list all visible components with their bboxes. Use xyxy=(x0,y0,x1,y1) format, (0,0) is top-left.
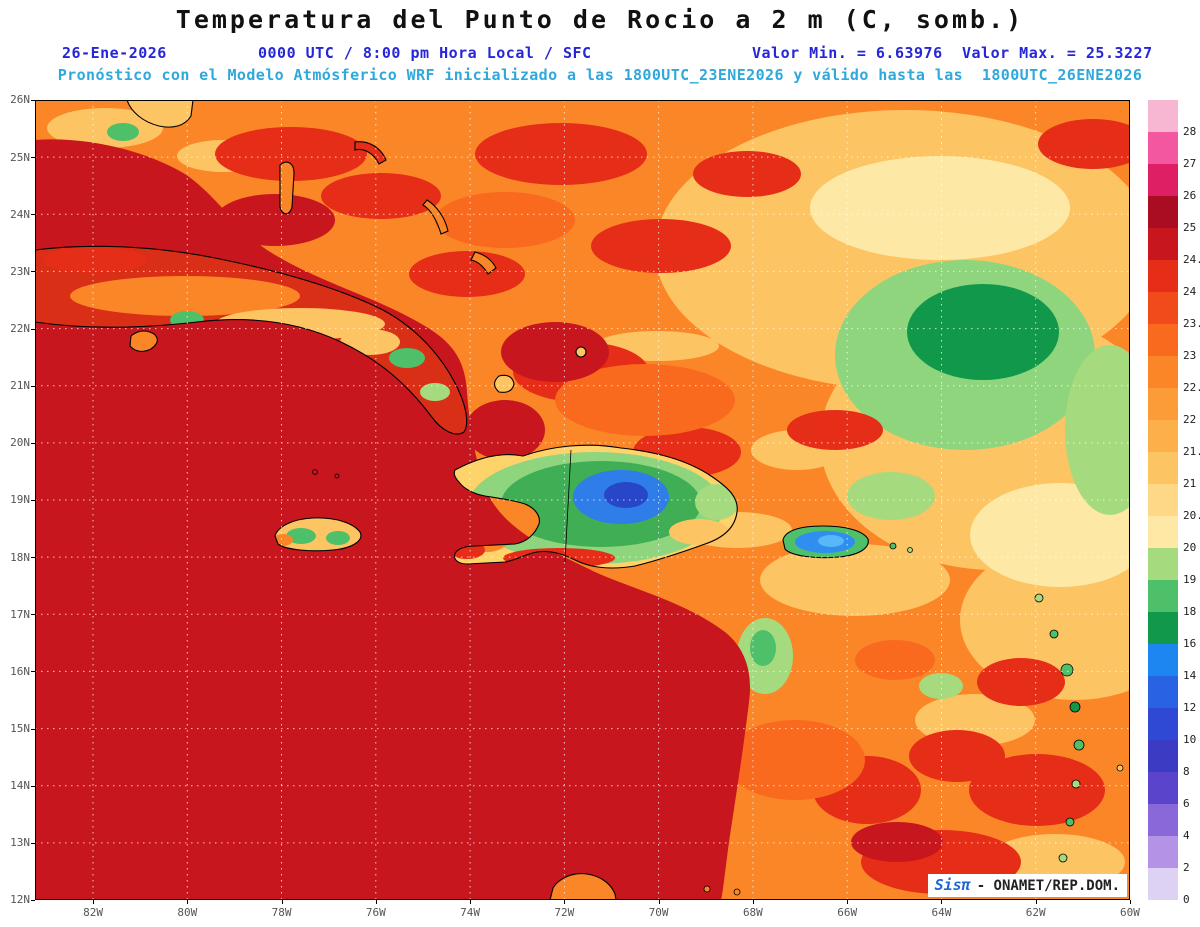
colorbar-tick-label: 20 xyxy=(1183,541,1197,554)
lat-label: 18N xyxy=(0,529,35,586)
colorbar-tick-label: 2 xyxy=(1183,861,1190,874)
min-value-label: Valor Min. = 6.63976 xyxy=(752,44,943,62)
colorbar-tick-label: 21 xyxy=(1183,477,1197,490)
lat-label: 23N xyxy=(0,243,35,300)
colorbar-tick-label: 22 xyxy=(1183,413,1197,426)
colorbar-tick-label: 26 xyxy=(1183,189,1197,202)
colorbar-tick-label: 18 xyxy=(1183,605,1197,618)
lon-label: 78W xyxy=(234,900,328,919)
lon-label: 62W xyxy=(989,900,1083,919)
colorbar-box xyxy=(1148,260,1178,292)
map-title: Temperatura del Punto de Rocio a 2 m (C,… xyxy=(175,5,1025,34)
colorbar-tick-label: 28 xyxy=(1183,125,1197,138)
watermark-brand: Sisπ xyxy=(934,876,971,894)
colorbar-tick-label: 16 xyxy=(1183,637,1197,650)
lat-label: 14N xyxy=(0,757,35,814)
lat-label: 13N xyxy=(0,814,35,871)
colorbar-tick-label: 24.5 xyxy=(1183,253,1200,266)
lat-label: 19N xyxy=(0,471,35,528)
colorbar-box xyxy=(1148,708,1178,740)
colorbar-tick-label: 4 xyxy=(1183,829,1190,842)
colorbar-box xyxy=(1148,132,1178,164)
colorbar-box xyxy=(1148,548,1178,580)
colorbar-tick-label: 12 xyxy=(1183,701,1197,714)
colorbar-box xyxy=(1148,356,1178,388)
colorbar-tick-label: 19 xyxy=(1183,573,1197,586)
lat-label: 24N xyxy=(0,186,35,243)
valid-time: 0000 UTC / 8:00 pm Hora Local / SFC xyxy=(258,44,592,62)
colorbar-box xyxy=(1148,868,1178,900)
watermark-text: - ONAMET/REP.DOM. xyxy=(976,878,1120,894)
colorbar-tick-label: 8 xyxy=(1183,765,1190,778)
colorbar-box xyxy=(1148,676,1178,708)
model-info-line: Pronóstico con el Modelo Atmósferico WRF… xyxy=(57,66,1143,84)
colorbar-box xyxy=(1148,644,1178,676)
colorbar-tick-label: 6 xyxy=(1183,797,1190,810)
lon-label: 82W xyxy=(46,900,140,919)
colorbar-box xyxy=(1148,836,1178,868)
watermark: Sisπ - ONAMET/REP.DOM. xyxy=(927,874,1127,897)
longitude-axis: 82W 80W 78W 76W 74W 72W 70W 68W 66W 64W … xyxy=(46,900,1177,919)
map-canvas: Sisπ - ONAMET/REP.DOM. xyxy=(34,99,1190,901)
colorbar-box xyxy=(1148,772,1178,804)
lat-label: 17N xyxy=(0,586,35,643)
colorbar-box xyxy=(1148,804,1178,836)
colorbar xyxy=(1148,100,1178,900)
colorbar-tick-label: 23 xyxy=(1183,349,1197,362)
colorbar-box xyxy=(1148,420,1178,452)
colorbar-box xyxy=(1148,612,1178,644)
grid-layer xyxy=(35,100,1130,900)
lat-label: 15N xyxy=(0,700,35,757)
forecast-date: 26-Ene-2026 xyxy=(62,44,167,62)
colorbar-tick-label: 23.5 xyxy=(1183,317,1200,330)
colorbar-box xyxy=(1148,580,1178,612)
colorbar-tick-label: 20.5 xyxy=(1183,509,1200,522)
colorbar-tick-label: 27 xyxy=(1183,157,1197,170)
colorbar-box xyxy=(1148,388,1178,420)
lon-label: 72W xyxy=(517,900,611,919)
max-value-label: Valor Max. = 25.3227 xyxy=(962,44,1153,62)
colorbar-box xyxy=(1148,324,1178,356)
lat-label: 20N xyxy=(0,414,35,471)
lon-label: 60W xyxy=(1083,900,1177,919)
colorbar-tick-label: 24 xyxy=(1183,285,1197,298)
colorbar-tick-label: 0 xyxy=(1183,893,1190,906)
colorbar-box xyxy=(1148,452,1178,484)
lat-label: 22N xyxy=(0,300,35,357)
lat-label: 12N xyxy=(0,871,35,927)
latitude-axis: 26N 25N 24N 23N 22N 21N 20N 19N 18N 17N … xyxy=(0,71,35,927)
lon-label: 66W xyxy=(800,900,894,919)
colorbar-box xyxy=(1148,164,1178,196)
colorbar-labels: 28 27 26 25 24.5 24 23.5 23 22.5 22 21.5… xyxy=(1183,116,1200,916)
colorbar-box xyxy=(1148,740,1178,772)
colorbar-tick-label: 25 xyxy=(1183,221,1197,234)
lat-label: 25N xyxy=(0,129,35,186)
lat-label: 16N xyxy=(0,643,35,700)
colorbar-box xyxy=(1148,100,1178,132)
lon-label: 80W xyxy=(140,900,234,919)
map-border xyxy=(35,100,1130,900)
colorbar-tick-label: 22.5 xyxy=(1183,381,1200,394)
colorbar-box xyxy=(1148,228,1178,260)
lat-label: 21N xyxy=(0,357,35,414)
contour-map-svg xyxy=(34,99,1190,901)
colorbar-box xyxy=(1148,484,1178,516)
colorbar-tick-label: 10 xyxy=(1183,733,1197,746)
colorbar-box xyxy=(1148,292,1178,324)
colorbar-tick-label: 21.5 xyxy=(1183,445,1200,458)
colorbar-tick-label: 14 xyxy=(1183,669,1197,682)
lon-label: 70W xyxy=(611,900,705,919)
colorbar-box xyxy=(1148,516,1178,548)
lon-label: 74W xyxy=(423,900,517,919)
lon-label: 76W xyxy=(329,900,423,919)
lat-label: 26N xyxy=(0,71,35,128)
lon-label: 64W xyxy=(894,900,988,919)
lon-label: 68W xyxy=(706,900,800,919)
colorbar-box xyxy=(1148,196,1178,228)
